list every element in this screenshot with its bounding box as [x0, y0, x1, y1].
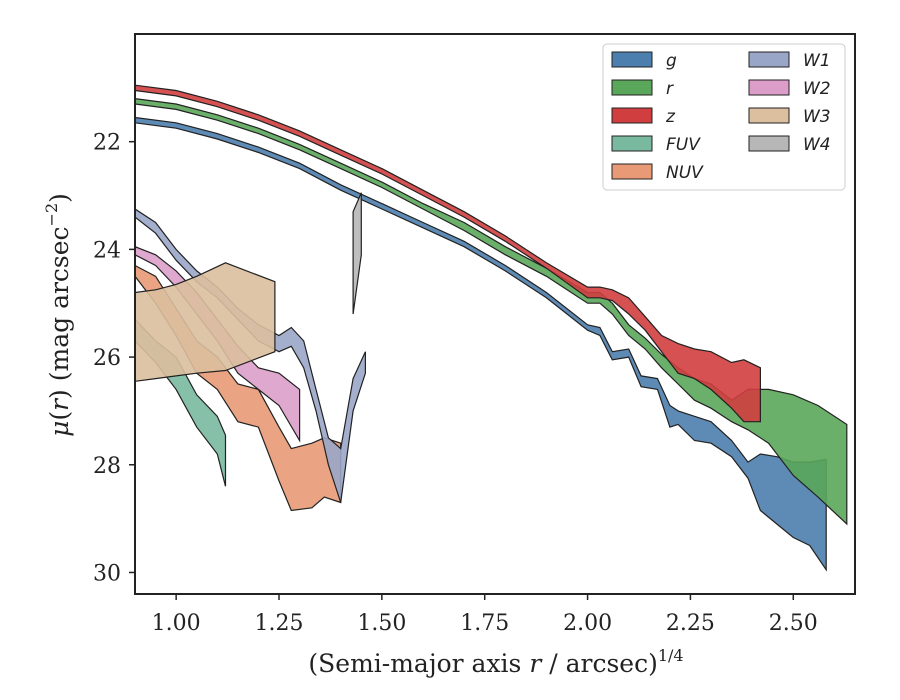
- legend-label-fuv: FUV: [666, 135, 701, 155]
- y-tick-label: 22: [93, 131, 121, 156]
- legend-label-w1: W1: [803, 51, 831, 71]
- x-tick-label: 1.75: [460, 611, 509, 636]
- legend-swatch-nuv: [611, 163, 653, 180]
- y-axis-label: μ(r) (mag arcsec−2): [42, 193, 74, 437]
- legend-label-z: z: [665, 107, 676, 127]
- series-band-w3: [135, 262, 276, 382]
- y-tick-label: 30: [93, 561, 121, 586]
- plot-frame: [134, 33, 856, 595]
- legend-swatch-w3: [748, 107, 790, 124]
- x-tick-label: 2.00: [563, 611, 612, 636]
- series-bands: [135, 84, 848, 572]
- series-band-r: [135, 97, 848, 526]
- legend-label-w2: W2: [803, 79, 831, 99]
- legend-label-nuv: NUV: [666, 163, 704, 183]
- legend-swatch-z: [611, 107, 653, 124]
- legend-swatch-g: [611, 51, 653, 68]
- axis-ticks: 1.00 1.25 1.50 1.75 2.00 2.25 2.50 22 24 26 28 30: [93, 131, 818, 636]
- legend-label-r: r: [666, 79, 674, 99]
- x-tick-label: 1.50: [357, 611, 406, 636]
- x-axis-label: (Semi-major axis r / arcsec)1/4: [308, 646, 683, 678]
- legend: grz FUV NUV W1 W2 W3 W4: [602, 43, 846, 191]
- legend-swatch-w1: [748, 51, 790, 68]
- y-tick-label: 28: [93, 454, 121, 479]
- legend-label-w3: W3: [803, 107, 831, 127]
- y-tick-label: 26: [93, 346, 121, 371]
- series-band-w4: [352, 192, 362, 315]
- x-tick-label: 1.25: [255, 611, 304, 636]
- legend-swatch-w2: [748, 79, 790, 96]
- legend-swatch-r: [611, 79, 653, 96]
- series-band-z: [135, 84, 762, 423]
- x-tick-label: 1.00: [152, 611, 201, 636]
- legend-swatch-w4: [748, 135, 790, 152]
- legend-label-w4: W4: [803, 135, 831, 155]
- legend-label-g: g: [666, 51, 677, 71]
- x-tick-label: 2.25: [666, 611, 715, 636]
- y-tick-label: 24: [93, 238, 121, 263]
- legend-swatch-fuv: [611, 135, 653, 152]
- x-tick-label: 2.50: [769, 611, 818, 636]
